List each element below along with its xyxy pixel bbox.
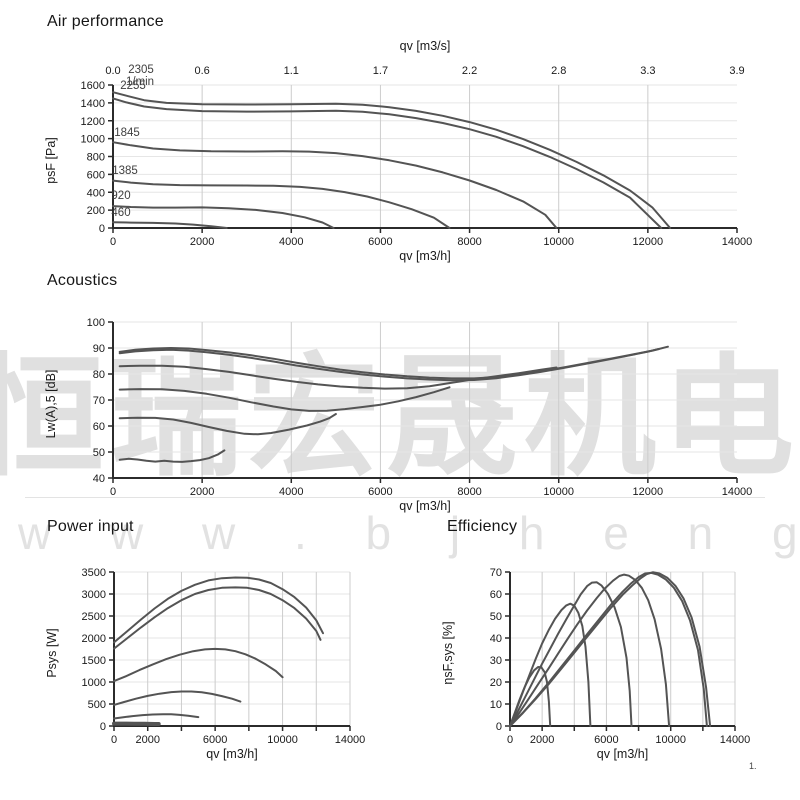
svg-text:50: 50	[490, 611, 502, 623]
svg-text:2.8: 2.8	[551, 65, 566, 77]
svg-text:20: 20	[490, 677, 502, 689]
svg-text:0: 0	[496, 721, 502, 733]
svg-text:qv [m3/h]: qv [m3/h]	[597, 747, 648, 761]
svg-text:800: 800	[87, 152, 105, 164]
svg-text:14000: 14000	[722, 236, 753, 248]
air-performance-chart: 0 200 400 600 800 1000 1200 1400 1600 0 2000 4000 60…	[44, 39, 753, 263]
svg-text:6000: 6000	[368, 486, 392, 498]
svg-text:2500: 2500	[82, 611, 106, 623]
svg-text:qv [m3/h]: qv [m3/h]	[206, 747, 257, 761]
svg-text:1400: 1400	[81, 98, 105, 110]
svg-text:1845: 1845	[114, 127, 140, 139]
svg-text:60: 60	[490, 589, 502, 601]
svg-text:0: 0	[111, 734, 117, 746]
svg-text:psF [Pa]: psF [Pa]	[44, 137, 58, 184]
efficiency-chart: 0 10 20 30 40 50 60 70 0 2000 6000 10000 14000 qv [m3…	[441, 567, 751, 761]
svg-text:qv [m3/s]: qv [m3/s]	[400, 39, 451, 53]
svg-text:2000: 2000	[190, 486, 214, 498]
svg-text:1600: 1600	[81, 80, 105, 92]
svg-text:0: 0	[99, 223, 105, 235]
svg-text:3000: 3000	[82, 589, 106, 601]
svg-text:12000: 12000	[633, 236, 664, 248]
svg-text:qv [m3/h]: qv [m3/h]	[399, 249, 450, 263]
svg-text:14000: 14000	[722, 486, 753, 498]
svg-text:10000: 10000	[543, 486, 574, 498]
svg-text:2305: 2305	[128, 64, 154, 76]
svg-text:600: 600	[87, 169, 105, 181]
svg-text:10000: 10000	[267, 734, 298, 746]
svg-text:2255: 2255	[120, 80, 146, 92]
svg-text:500: 500	[88, 699, 106, 711]
svg-text:ηsF,sys [%]: ηsF,sys [%]	[441, 621, 455, 684]
svg-text:460: 460	[111, 207, 130, 219]
svg-text:70: 70	[490, 567, 502, 579]
air-performance-title: Air performance	[47, 13, 164, 30]
svg-text:2.2: 2.2	[462, 65, 477, 77]
footnote-marker: 1.	[749, 761, 757, 771]
svg-text:8000: 8000	[457, 236, 481, 248]
svg-text:2000: 2000	[135, 734, 159, 746]
svg-text:8000: 8000	[457, 486, 481, 498]
svg-text:10000: 10000	[655, 734, 686, 746]
svg-text:60: 60	[93, 421, 105, 433]
svg-text:0: 0	[110, 486, 116, 498]
svg-text:2000: 2000	[82, 633, 106, 645]
svg-text:1200: 1200	[81, 116, 105, 128]
svg-text:1.1: 1.1	[284, 65, 299, 77]
svg-text:Lw(A),5 [dB]: Lw(A),5 [dB]	[44, 370, 58, 439]
svg-text:4000: 4000	[279, 486, 303, 498]
svg-text:90: 90	[93, 343, 105, 355]
svg-text:14000: 14000	[720, 734, 751, 746]
svg-text:40: 40	[93, 473, 105, 485]
svg-text:1385: 1385	[112, 165, 138, 177]
svg-text:3.9: 3.9	[729, 65, 744, 77]
svg-text:0: 0	[110, 236, 116, 248]
svg-text:3500: 3500	[82, 567, 106, 579]
svg-text:1500: 1500	[82, 655, 106, 667]
svg-text:4000: 4000	[279, 236, 303, 248]
svg-text:80: 80	[93, 369, 105, 381]
watermark-url-text: w w w . b j h e n g r u i . c n	[18, 507, 800, 559]
svg-text:1000: 1000	[82, 677, 106, 689]
svg-text:1/min: 1/min	[126, 76, 154, 88]
power-input-title: Power input	[47, 518, 134, 535]
svg-text:3.3: 3.3	[640, 65, 655, 77]
svg-text:920: 920	[111, 190, 130, 202]
acoustics-title: Acoustics	[47, 272, 118, 289]
svg-text:6000: 6000	[368, 236, 392, 248]
svg-text:2000: 2000	[530, 734, 554, 746]
svg-text:50: 50	[93, 447, 105, 459]
svg-text:6000: 6000	[203, 734, 227, 746]
svg-text:10000: 10000	[543, 236, 574, 248]
svg-text:0: 0	[507, 734, 513, 746]
svg-text:14000: 14000	[335, 734, 366, 746]
power-input-chart: 0 500 1000 1500 2000 2500 3000 3500 0 2000 6000 100…	[45, 567, 366, 761]
svg-text:qv [m3/h]: qv [m3/h]	[399, 499, 450, 513]
svg-text:0.0: 0.0	[105, 65, 120, 77]
svg-text:40: 40	[490, 633, 502, 645]
svg-text:2000: 2000	[190, 236, 214, 248]
svg-text:30: 30	[490, 655, 502, 667]
efficiency-title: Efficiency	[447, 518, 518, 535]
svg-text:10: 10	[490, 699, 502, 711]
svg-text:0: 0	[100, 721, 106, 733]
svg-text:12000: 12000	[633, 486, 664, 498]
svg-text:100: 100	[87, 317, 105, 329]
svg-text:400: 400	[87, 187, 105, 199]
section-divider	[25, 497, 765, 498]
svg-text:200: 200	[87, 205, 105, 217]
svg-text:1.7: 1.7	[373, 65, 388, 77]
svg-text:Psys [W]: Psys [W]	[45, 628, 59, 677]
svg-text:6000: 6000	[594, 734, 618, 746]
svg-text:70: 70	[93, 395, 105, 407]
svg-text:1000: 1000	[81, 134, 105, 146]
svg-text:0.6: 0.6	[194, 65, 209, 77]
acoustics-chart: 40 50 60 70 80 90 100 0 2000 4000 6000 8000 10000 120…	[44, 317, 753, 513]
